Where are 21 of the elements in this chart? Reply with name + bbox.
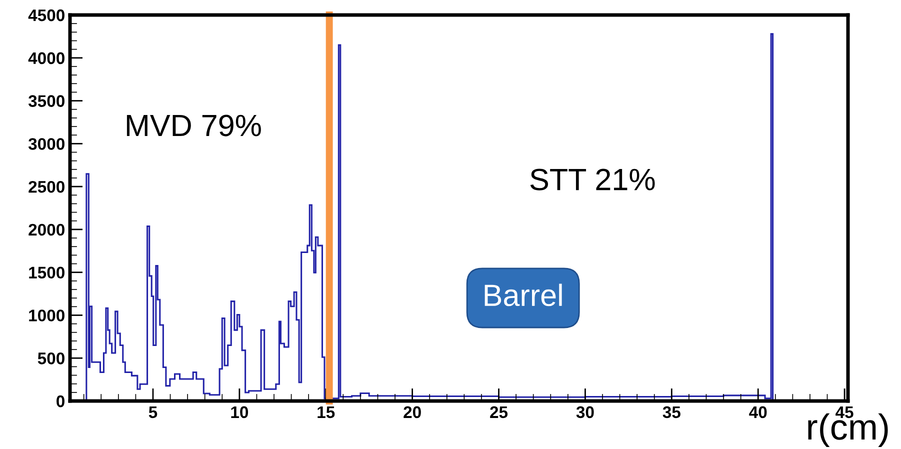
x-tick-label: 10	[231, 406, 248, 418]
x-tick-label: 30	[576, 406, 594, 418]
y-tick-label: 3000	[28, 138, 64, 150]
annotation: Barrel	[484, 284, 562, 306]
x-tick-label: 5	[148, 406, 158, 418]
x-tick-label: 40	[749, 406, 767, 418]
x-tick-label: 15	[318, 406, 335, 418]
y-tick-label: 500	[38, 352, 64, 364]
y-tick-label: 2500	[28, 180, 64, 193]
y-tick-label: 3500	[28, 95, 64, 108]
y-tick-label: 4500	[28, 9, 64, 22]
y-tick-label: 4000	[28, 52, 64, 64]
y-tick-label: 1000	[29, 310, 64, 322]
y-tick-label: 2000	[28, 224, 64, 236]
y-tick-label: 1500	[29, 266, 64, 279]
x-tick-label: 20	[404, 406, 421, 418]
annotation: STT 21%	[530, 168, 655, 190]
y-tick-label: 0	[56, 395, 64, 408]
annotation: MVD 79%	[126, 114, 261, 136]
x-tick-label: 25	[490, 406, 508, 418]
x-tick-label: 35	[662, 406, 680, 418]
